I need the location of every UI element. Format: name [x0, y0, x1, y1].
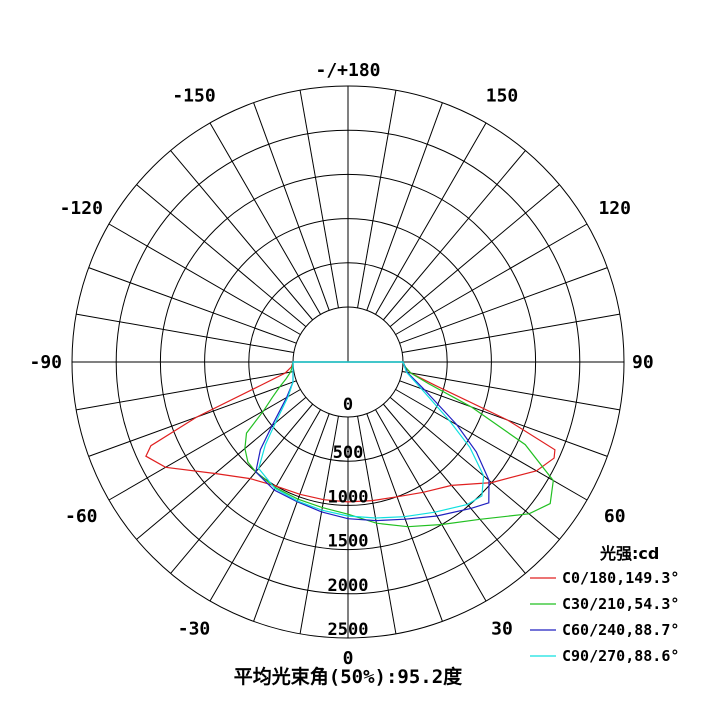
angle-label: -60	[65, 506, 98, 527]
legend-label: C30/210,54.3°	[562, 595, 679, 613]
legend-label: C0/180,149.3°	[562, 569, 679, 587]
series-line-3	[258, 361, 485, 519]
grid-spoke	[375, 122, 487, 315]
radial-tick-label: 1500	[328, 532, 369, 552]
angle-label: 90	[632, 352, 654, 373]
grid-spoke	[395, 389, 588, 501]
angle-label: -120	[60, 198, 103, 219]
angle-label: 150	[486, 85, 519, 106]
grid-spoke	[170, 403, 314, 574]
grid-spoke	[402, 371, 620, 411]
grid-spoke	[389, 184, 560, 328]
grid-spoke	[389, 396, 560, 540]
grid-spoke	[136, 396, 307, 540]
grid-spoke	[366, 413, 443, 622]
series-line-1	[244, 361, 554, 528]
grid-spoke	[209, 409, 321, 602]
grid-spoke	[299, 90, 339, 308]
labels-layer: -/+180 150 120 90 60 30 0 -30 -60 -90 -120 -150 0 500…	[29, 60, 653, 669]
legend-title: 光强:cd	[599, 544, 659, 563]
grid-spoke	[399, 267, 608, 344]
grid-spoke	[136, 184, 307, 328]
angle-label: 0	[343, 648, 354, 669]
radial-tick-label: 2500	[328, 620, 369, 640]
angle-label: 30	[491, 619, 513, 640]
grid-spoke	[402, 313, 620, 353]
average-beam-angle-text: 平均光束角(50%):95.2度	[234, 665, 463, 688]
angle-label: 120	[598, 198, 631, 219]
radial-tick-label: 500	[333, 443, 364, 463]
angle-label: -90	[29, 352, 62, 373]
angle-label: -150	[172, 85, 215, 106]
grid-spoke	[170, 150, 314, 321]
grid-spoke	[375, 409, 487, 602]
legend: 光强:cd C0/180,149.3° C30/210,54.3° C60/240,…	[530, 544, 679, 665]
series-line-2	[255, 361, 490, 522]
radial-tick-label: 1000	[328, 487, 369, 507]
angle-label: -30	[178, 619, 211, 640]
grid-spoke	[382, 150, 526, 321]
polar-grid	[71, 85, 625, 639]
grid-spoke	[209, 122, 321, 315]
radial-tick-label: 2000	[328, 576, 369, 596]
grid-spoke	[382, 403, 526, 574]
grid-spoke	[357, 90, 397, 308]
radial-tick-label: 0	[343, 395, 353, 415]
grid-spoke	[88, 267, 297, 344]
grid-spoke	[108, 223, 301, 335]
legend-label: C60/240,88.7°	[562, 621, 679, 639]
grid-spoke	[253, 102, 330, 311]
grid-spoke	[357, 416, 397, 634]
angle-label: 60	[604, 506, 626, 527]
grid-spoke	[76, 313, 294, 353]
grid-spoke	[299, 416, 339, 634]
grid-spoke	[366, 102, 443, 311]
legend-label: C90/270,88.6°	[562, 647, 679, 665]
grid-spoke	[395, 223, 588, 335]
angle-label: -/+180	[315, 60, 380, 81]
series-layer	[145, 361, 556, 528]
grid-spoke	[108, 389, 301, 501]
grid-spoke	[88, 380, 297, 457]
grid-spoke	[76, 371, 294, 411]
grid-spoke	[253, 413, 330, 622]
series-line-0	[145, 361, 556, 503]
